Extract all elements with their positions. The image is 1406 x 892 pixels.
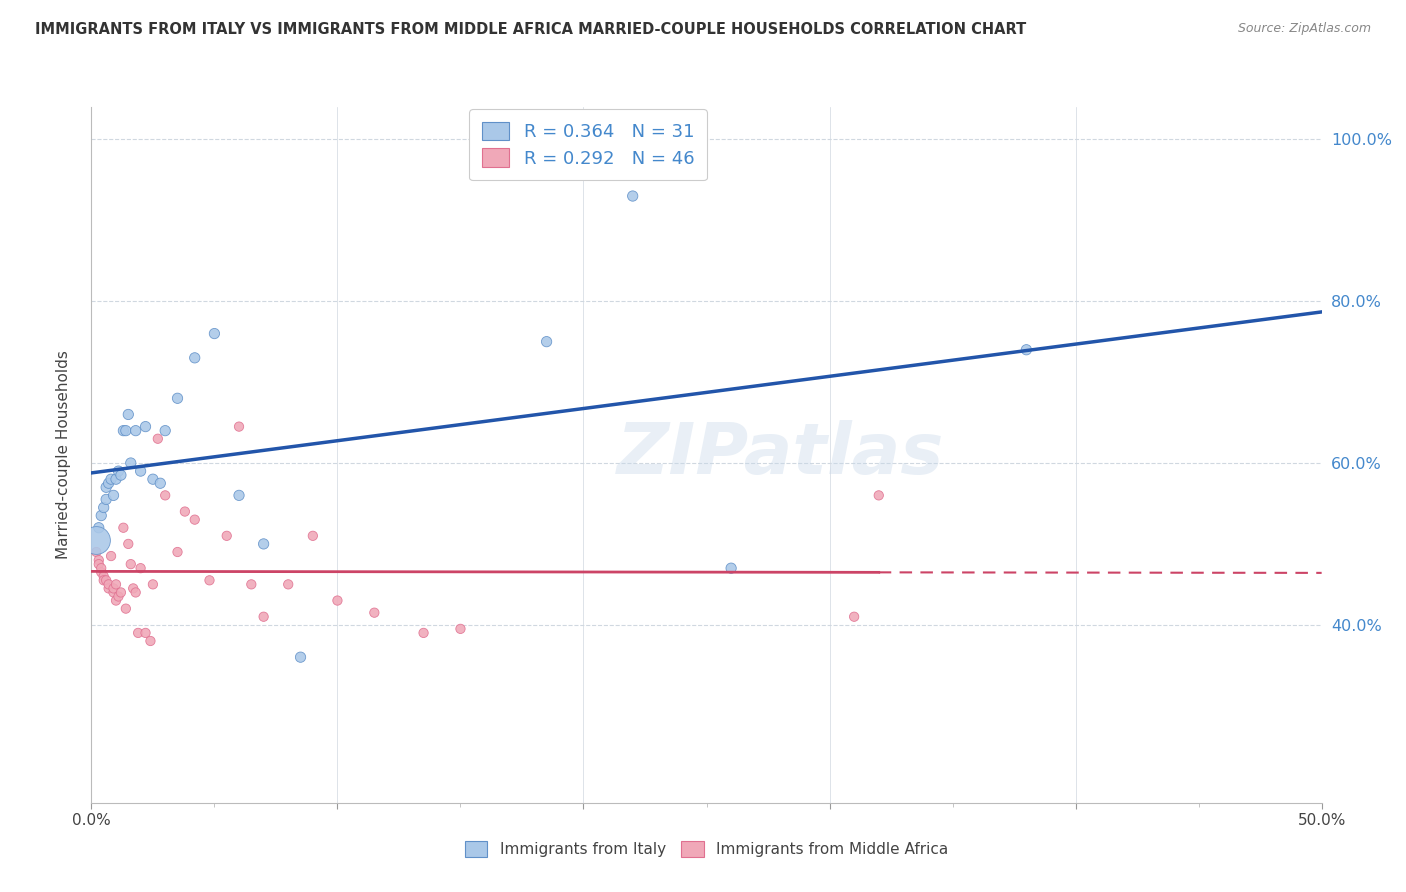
Point [93, 500, 115, 515]
Point [228, 419, 250, 434]
Point [301, 529, 323, 543]
Point [87, 557, 110, 571]
Point [127, 626, 149, 640]
Point [100, 472, 122, 486]
Point [198, 574, 221, 588]
Point [174, 504, 197, 518]
Point [621, 189, 644, 203]
Point [90, 561, 112, 575]
Point [87, 521, 110, 535]
Point [117, 408, 139, 422]
Point [720, 561, 742, 575]
Point [105, 593, 127, 607]
Point [277, 577, 299, 591]
Point [290, 650, 312, 665]
Point [153, 424, 177, 438]
Point [129, 561, 152, 575]
Point [122, 582, 145, 596]
Point [86, 545, 108, 559]
Point [87, 553, 110, 567]
Point [107, 464, 129, 478]
Point [97, 577, 120, 591]
Point [412, 626, 434, 640]
Point [100, 549, 122, 563]
Point [114, 424, 138, 438]
Point [149, 476, 172, 491]
Point [105, 472, 127, 486]
Point [536, 334, 558, 349]
Point [103, 585, 125, 599]
Point [110, 468, 132, 483]
Point [142, 472, 165, 486]
Text: Source: ZipAtlas.com: Source: ZipAtlas.com [1237, 22, 1371, 36]
Point [90, 508, 112, 523]
Point [129, 464, 152, 478]
Point [868, 488, 890, 502]
Point [135, 419, 156, 434]
Point [363, 606, 385, 620]
Point [142, 577, 165, 591]
Point [326, 593, 349, 607]
Point [114, 601, 138, 615]
Point [842, 609, 865, 624]
Legend: Immigrants from Italy, Immigrants from Middle Africa: Immigrants from Italy, Immigrants from M… [457, 833, 956, 864]
Text: ZIPatlas: ZIPatlas [617, 420, 943, 490]
Point [93, 574, 115, 588]
Y-axis label: Married-couple Households: Married-couple Households [56, 351, 70, 559]
Point [166, 392, 188, 406]
Point [96, 574, 117, 588]
Point [124, 585, 146, 599]
Point [139, 634, 162, 648]
Text: IMMIGRANTS FROM ITALY VS IMMIGRANTS FROM MIDDLE AFRICA MARRIED-COUPLE HOUSEHOLDS: IMMIGRANTS FROM ITALY VS IMMIGRANTS FROM… [35, 22, 1026, 37]
Point [183, 351, 207, 365]
Point [253, 609, 276, 624]
Point [202, 326, 225, 341]
Point [449, 622, 471, 636]
Point [96, 492, 117, 507]
Point [90, 566, 112, 580]
Point [153, 488, 177, 502]
Point [183, 513, 207, 527]
Point [86, 533, 108, 547]
Point [228, 488, 250, 502]
Point [93, 569, 115, 583]
Point [215, 529, 238, 543]
Point [166, 545, 188, 559]
Point [124, 424, 146, 438]
Point [96, 480, 117, 494]
Point [103, 582, 125, 596]
Point [112, 521, 135, 535]
Point [112, 424, 135, 438]
Point [240, 577, 263, 591]
Point [110, 585, 132, 599]
Point [97, 582, 120, 596]
Point [120, 557, 142, 571]
Point [146, 432, 169, 446]
Point [117, 537, 139, 551]
Point [107, 590, 129, 604]
Point [253, 537, 276, 551]
Point [103, 488, 125, 502]
Point [1015, 343, 1038, 357]
Point [97, 476, 120, 491]
Point [120, 456, 142, 470]
Point [135, 626, 156, 640]
Point [105, 577, 127, 591]
